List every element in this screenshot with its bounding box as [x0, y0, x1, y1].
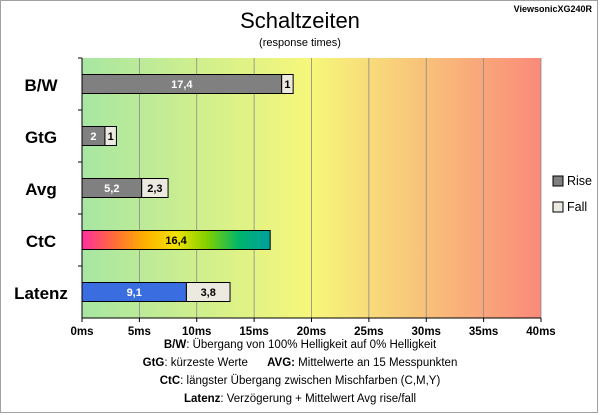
- data-label-rise: 17,4: [171, 79, 193, 91]
- footer-key-avg: AVG:: [267, 357, 295, 369]
- footer-key-ctc: CtC: [159, 375, 181, 387]
- x-tick-label: 25ms: [354, 326, 383, 338]
- footer-text-avg: Mittelwerte an 15 Messpunkten: [294, 357, 458, 369]
- data-label-fall: 1: [108, 131, 114, 143]
- data-label-rise: 16,4: [165, 235, 187, 247]
- footer-line-bw: B/W: Übergang von 100% Helligkeit auf 0%…: [0, 339, 600, 351]
- x-tick-label: 5ms: [128, 326, 151, 338]
- category-label: GtG: [25, 128, 57, 147]
- x-tick-label: 15ms: [239, 326, 268, 338]
- legend-label-rise: Rise: [567, 174, 592, 188]
- x-tick-label: 30ms: [412, 326, 441, 338]
- bar-rise: [81, 230, 271, 250]
- x-tick-label: 20ms: [297, 326, 326, 338]
- bar-fall: [185, 282, 231, 302]
- footer-line-latenz: Latenz: Verzögerung + Mittelwert Avg ris…: [0, 393, 600, 405]
- footer-text-bw: : Übergang von 100% Helligkeit auf 0% He…: [186, 339, 437, 351]
- data-label-fall: 2,3: [147, 183, 162, 195]
- footer-key-bw: B/W: [163, 339, 187, 351]
- category-label: B/W: [24, 76, 58, 95]
- category-label: Latenz: [14, 284, 68, 303]
- model-label: ViewsonicXG240R: [514, 4, 593, 14]
- data-label-rise: 2: [90, 131, 96, 143]
- footer-key-latenz: Latenz: [183, 393, 221, 405]
- footer-line-gtg-avg: GtG: kürzeste Werte AVG: Mittelwerte an …: [0, 357, 600, 369]
- data-label-fall: 1: [284, 79, 290, 91]
- footer-key-gtg: GtG: [142, 357, 165, 369]
- footer-line-ctc: CtC: längster Übergang zwischen Mischfar…: [0, 375, 600, 387]
- footer-text-ctc: : längster Übergang zwischen Mischfarben…: [180, 375, 441, 387]
- x-tick-label: 0ms: [70, 326, 93, 338]
- bar-fall: [281, 74, 294, 94]
- legend-swatch-fall: [552, 201, 564, 213]
- chart-subtitle: (response times): [259, 37, 341, 49]
- legend-label-fall: Fall: [567, 200, 587, 214]
- x-tick-label: 40ms: [526, 326, 555, 338]
- chart-title: Schaltzeiten: [240, 8, 360, 33]
- bar-fall: [141, 178, 169, 198]
- category-label: Avg: [25, 180, 57, 199]
- footer-text-latenz: : Verzögerung + Mittelwert Avg rise/fall: [220, 393, 417, 405]
- x-tick-label: 10ms: [182, 326, 211, 338]
- category-label: CtC: [26, 232, 56, 251]
- footer-text-gtg: : kürzeste Werte: [164, 357, 248, 369]
- bar-fall: [104, 126, 117, 146]
- legend-swatch-rise: [552, 175, 564, 187]
- x-tick-label: 35ms: [469, 326, 498, 338]
- data-label-fall: 3,8: [201, 287, 216, 299]
- data-label-rise: 9,1: [127, 287, 142, 299]
- data-label-rise: 5,2: [104, 183, 119, 195]
